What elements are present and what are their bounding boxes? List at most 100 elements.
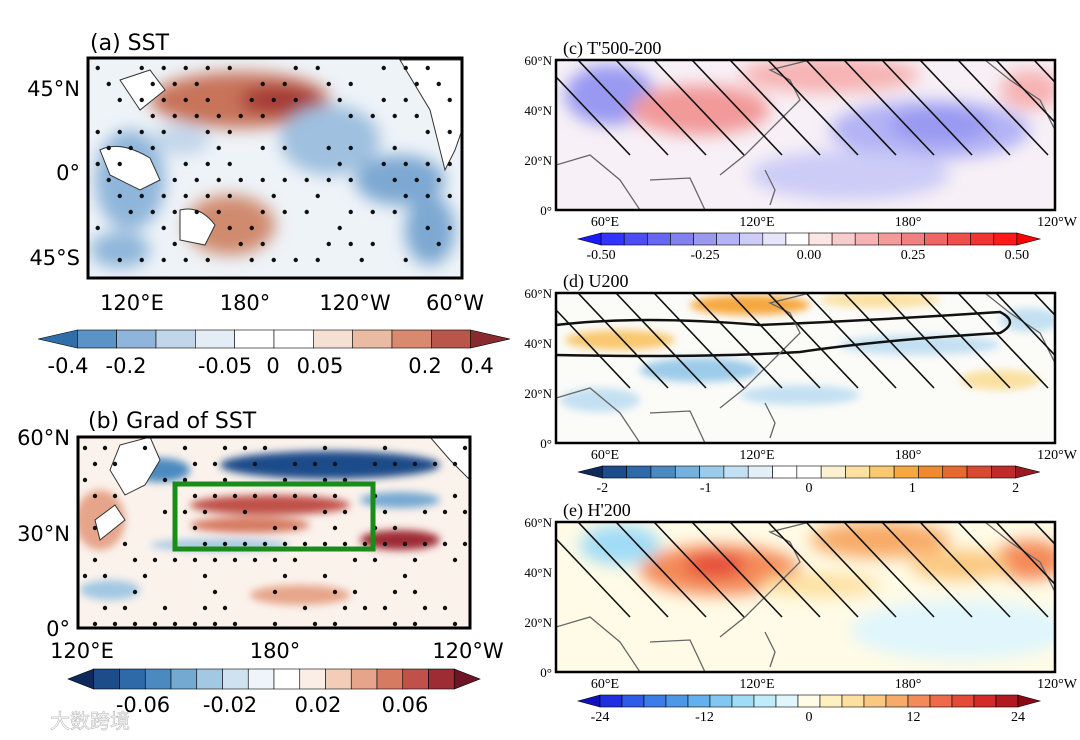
significance-dot: [315, 65, 320, 71]
hatching: [556, 60, 1080, 156]
significance-dot: [172, 209, 177, 215]
colorbar-swatch: [785, 232, 810, 246]
significance-dot: [161, 129, 166, 135]
panel-d-title: (d) U200: [563, 271, 629, 292]
significance-dot: [442, 541, 448, 547]
significance-dot: [293, 257, 298, 263]
significance-dot: [194, 81, 199, 87]
significance-dot: [95, 225, 100, 231]
colorbar-label: 0.06: [382, 693, 429, 717]
significance-dot: [122, 541, 128, 547]
colorbar-swatch: [709, 694, 733, 708]
colorbar-swatch: [877, 232, 902, 246]
significance-dot: [212, 461, 218, 467]
significance-dot: [452, 621, 458, 627]
significance-dot: [161, 257, 166, 263]
hatch-line: [653, 522, 745, 618]
significance-dot: [152, 557, 158, 563]
significance-dot: [436, 177, 441, 183]
significance-dot: [271, 257, 276, 263]
significance-dot: [312, 621, 318, 627]
significance-dot: [452, 461, 458, 467]
colorbar-extend-high: [1015, 465, 1041, 479]
hatch-line: [995, 293, 1055, 357]
significance-dot: [128, 145, 133, 151]
significance-dot: [117, 257, 122, 263]
x-tick: 120°E: [100, 291, 164, 315]
significance-dot: [447, 225, 452, 231]
significance-dot: [272, 621, 278, 627]
significance-dot: [326, 145, 331, 151]
colorbar-swatch: [808, 232, 833, 246]
significance-dot: [422, 605, 428, 611]
significance-dot: [182, 477, 188, 483]
significance-dot: [292, 557, 298, 563]
significance-dot: [282, 81, 287, 87]
significance-dot: [216, 177, 221, 183]
colorbar-label: -0.4: [48, 354, 89, 378]
x-tick: 120°W: [432, 639, 504, 663]
x-tick: 120°E: [50, 639, 114, 663]
significance-dot: [315, 257, 320, 263]
colorbar-extend-high: [1016, 232, 1042, 246]
significance-dot: [139, 193, 144, 199]
significance-dot: [392, 461, 398, 467]
x-tick: 120°W: [1037, 677, 1078, 692]
colorbar-extend-high: [453, 668, 481, 690]
significance-dot: [348, 145, 353, 151]
colorbar-extend-low: [576, 694, 601, 708]
significance-dot: [205, 97, 210, 103]
colorbar-label: 24: [1011, 710, 1025, 725]
hatch-line: [805, 60, 897, 156]
significance-dot: [403, 161, 408, 167]
colorbar-swatch: [376, 668, 404, 690]
hatch-line: [805, 293, 897, 389]
hatch-line: [881, 522, 973, 618]
panel-d-frame: [554, 291, 1057, 445]
hatch-line: [691, 293, 783, 389]
colorbar-swatch: [854, 232, 879, 246]
colorbar-swatch: [924, 232, 948, 246]
significance-dot: [152, 621, 158, 627]
significance-dot: [332, 589, 338, 595]
significance-dot: [403, 97, 408, 103]
significance-dot: [92, 557, 98, 563]
colorbar-swatch: [77, 329, 117, 349]
colorbar-swatch: [973, 694, 997, 708]
hatch-line: [1072, 60, 1080, 155]
significance-dot: [272, 493, 278, 499]
colorbar-swatch: [687, 694, 711, 708]
colorbar-label: -12: [695, 710, 714, 725]
colorbar-swatch: [670, 232, 694, 246]
significance-dot: [452, 493, 458, 499]
significance-dot: [293, 97, 298, 103]
colorbar-label: 0: [806, 710, 813, 725]
x-tick: 120°W: [1037, 215, 1078, 230]
significance-dot: [205, 65, 210, 71]
hatch-line: [767, 293, 859, 389]
significance-dot: [202, 509, 208, 515]
colorbar-swatch: [299, 668, 326, 690]
significance-dot: [249, 97, 254, 103]
significance-dot: [352, 589, 358, 595]
significance-dot: [102, 605, 108, 611]
significance-dot: [242, 541, 248, 547]
colorbar-label: 2: [1012, 481, 1019, 496]
significance-dot: [271, 193, 276, 199]
significance-dot: [370, 113, 375, 119]
colorbar-swatch: [428, 668, 455, 690]
colorbar-swatch: [845, 465, 871, 479]
panel-d-wind: (d) U200: [554, 271, 1057, 445]
colorbar-swatch: [901, 232, 925, 246]
panel-c-title: (c) T'500-200: [563, 38, 661, 59]
significance-dot: [232, 557, 238, 563]
significance-dot: [192, 493, 198, 499]
colorbar-swatch: [747, 465, 773, 479]
significance-dot: [462, 509, 468, 515]
colorbar-swatch: [970, 232, 995, 246]
colorbar-label: 12: [907, 710, 921, 725]
significance-dot: [381, 97, 386, 103]
hatch-line: [995, 60, 1055, 124]
significance-dot: [102, 573, 108, 579]
